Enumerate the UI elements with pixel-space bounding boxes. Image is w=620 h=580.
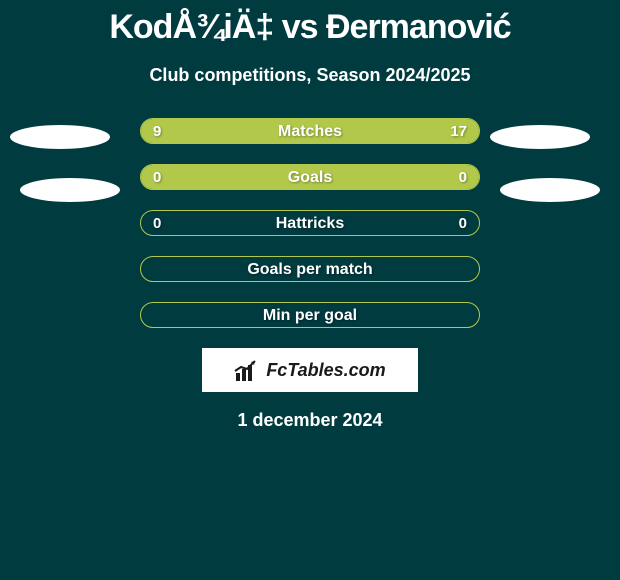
brand-text: FcTables.com [266,360,385,381]
comparison-chart: Matches917Goals00Hattricks00Goals per ma… [0,118,620,431]
page-subtitle: Club competitions, Season 2024/2025 [0,65,620,86]
stat-rows: Matches917Goals00Hattricks00Goals per ma… [0,118,620,328]
stat-row: Goals0 0 [140,164,480,190]
stat-value-right: 0 [459,165,467,190]
stat-value-left: 9 [153,119,161,144]
stat-row: Matches9 17 [140,118,480,144]
brand-chart-icon [234,359,260,381]
stat-row: Min per goal [140,302,480,328]
stat-label: Goals [141,165,479,190]
player-disc-right-1 [490,125,590,149]
brand-badge: FcTables.com [202,348,418,392]
player-disc-left-1 [10,125,110,149]
footer-date: 1 december 2024 [0,410,620,431]
stat-label: Goals per match [141,257,479,282]
stat-row: Goals per match [140,256,480,282]
page-title: KodÅ¾iÄ‡ vs Đermanović [0,0,620,47]
player-disc-right-2 [500,178,600,202]
stat-value-left: 0 [153,165,161,190]
stat-label: Min per goal [141,303,479,328]
stat-value-right: 0 [459,211,467,236]
stat-label: Matches [141,119,479,144]
player-disc-left-2 [20,178,120,202]
stat-label: Hattricks [141,211,479,236]
stat-row: Hattricks0 0 [140,210,480,236]
stat-value-right: 17 [450,119,467,144]
stat-value-left: 0 [153,211,161,236]
